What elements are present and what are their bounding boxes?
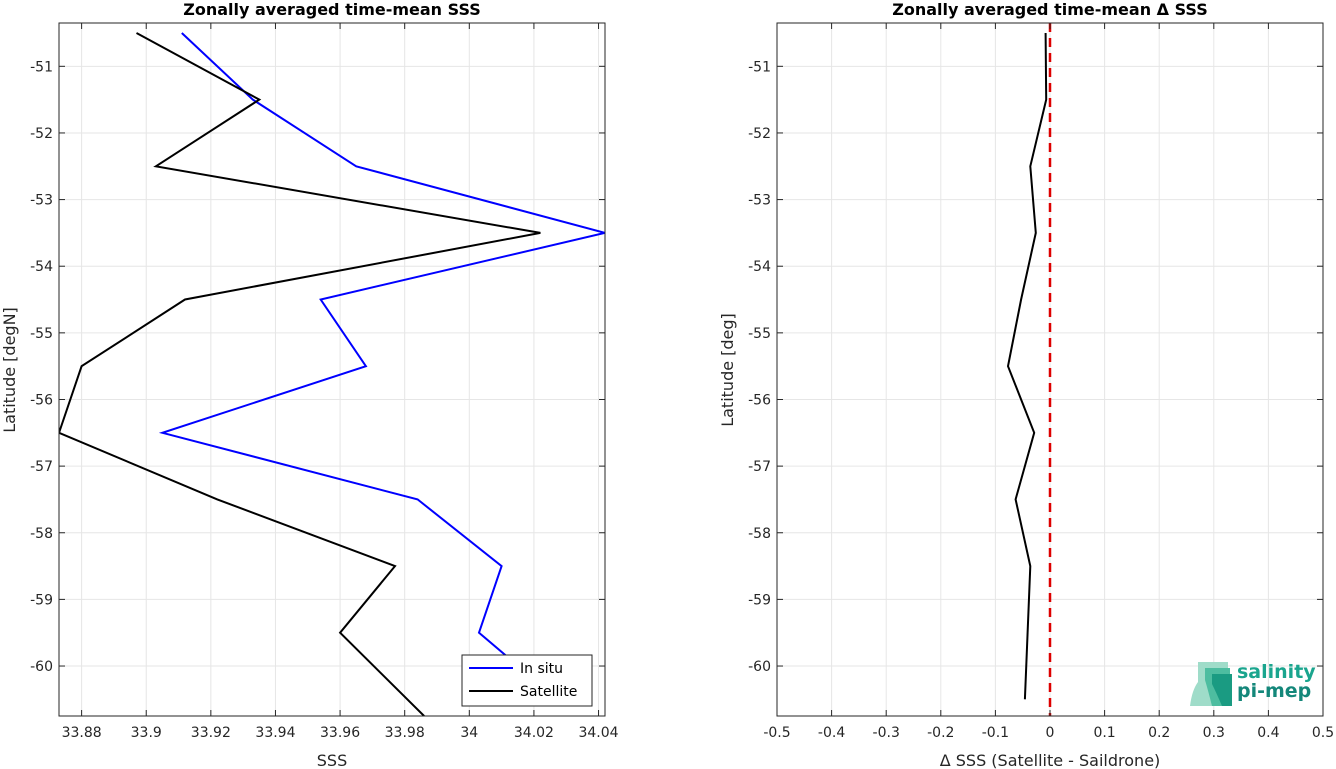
x-tick-label: 33.98 bbox=[385, 725, 425, 741]
left-plot-area bbox=[59, 23, 605, 716]
y-tick-label: -53 bbox=[748, 193, 771, 209]
x-tick-label: 34.04 bbox=[578, 725, 618, 741]
y-tick-label: -57 bbox=[748, 459, 771, 475]
logo-text-line1: salinity bbox=[1237, 661, 1316, 683]
series-clip bbox=[1006, 23, 1052, 716]
x-tick-label: 34 bbox=[460, 725, 478, 741]
left-panel: 33.88 33.9 33.92 33.94 33.96 33.98 34 34.02 34.0… bbox=[0, 0, 619, 769]
series-line-delta-sss bbox=[1006, 32, 1048, 700]
y-tick-label: -56 bbox=[748, 392, 771, 408]
salinity-pi-mep-logo: salinity pi-mep bbox=[1190, 661, 1316, 706]
y-tick-label: -52 bbox=[748, 126, 771, 142]
series-line-in-situ bbox=[158, 32, 605, 681]
y-tick-label: -58 bbox=[748, 526, 771, 542]
y-tick-label: -52 bbox=[30, 126, 53, 142]
y-tick-label: -53 bbox=[30, 193, 53, 209]
x-tick-label: 0.5 bbox=[1312, 725, 1334, 741]
y-tick-label: -60 bbox=[30, 659, 53, 675]
logo-text-line2: pi-mep bbox=[1237, 680, 1311, 702]
y-tick-label: -51 bbox=[748, 59, 771, 75]
y-tick-label: -56 bbox=[30, 392, 53, 408]
y-tick-label: -54 bbox=[748, 259, 771, 275]
left-x-axis-label: SSS bbox=[317, 751, 347, 769]
y-tick-label: -60 bbox=[748, 659, 771, 675]
y-tick-label: -55 bbox=[30, 326, 53, 342]
x-tick-label: -0.4 bbox=[818, 725, 845, 741]
x-tick-label: 33.88 bbox=[62, 725, 102, 741]
x-tick-label: 33.94 bbox=[255, 725, 295, 741]
right-y-axis-label: Latitude [deg] bbox=[718, 313, 737, 427]
legend: In situ Satellite bbox=[461, 654, 593, 707]
series-clip bbox=[59, 32, 605, 716]
legend-label-satellite: Satellite bbox=[520, 684, 577, 700]
x-tick-label: 34.02 bbox=[514, 725, 554, 741]
left-series-group bbox=[59, 32, 605, 716]
y-tick-label: -59 bbox=[30, 592, 53, 608]
x-tick-label: 0.3 bbox=[1203, 725, 1225, 741]
x-tick-label: 0.1 bbox=[1093, 725, 1115, 741]
x-tick-label: -0.5 bbox=[763, 725, 790, 741]
logo-wave-icon bbox=[1190, 662, 1232, 706]
legend-label-in-situ: In situ bbox=[520, 661, 563, 677]
x-tick-label: -0.2 bbox=[927, 725, 954, 741]
left-axes-box bbox=[58, 22, 606, 717]
x-tick-label: -0.1 bbox=[982, 725, 1009, 741]
x-tick-label: -0.3 bbox=[873, 725, 900, 741]
right-x-axis-label: Δ SSS (Satellite - Saildrone) bbox=[940, 751, 1161, 769]
left-y-axis-label: Latitude [degN] bbox=[0, 307, 19, 433]
left-grid bbox=[59, 23, 605, 716]
y-tick-label: -57 bbox=[30, 459, 53, 475]
x-tick-label: 0.2 bbox=[1148, 725, 1170, 741]
x-tick-label: 33.9 bbox=[131, 725, 162, 741]
left-ticks: 33.88 33.9 33.92 33.94 33.96 33.98 34 34.02 34.0… bbox=[30, 23, 619, 741]
right-panel: -0.5 -0.4 -0.3 -0.2 -0.1 0 0.1 0.2 0.3 0.4 0.5 -51 -… bbox=[718, 0, 1334, 769]
y-tick-label: -55 bbox=[748, 326, 771, 342]
series-line-satellite bbox=[59, 32, 541, 716]
y-tick-label: -54 bbox=[30, 259, 53, 275]
right-chart-title: Zonally averaged time-mean Δ SSS bbox=[892, 0, 1208, 19]
x-tick-label: 0 bbox=[1046, 725, 1055, 741]
x-tick-label: 33.96 bbox=[320, 725, 360, 741]
left-chart-title: Zonally averaged time-mean SSS bbox=[183, 0, 481, 19]
y-tick-label: -59 bbox=[748, 592, 771, 608]
right-series-group bbox=[1006, 23, 1052, 716]
x-tick-label: 0.4 bbox=[1257, 725, 1279, 741]
right-ticks: -0.5 -0.4 -0.3 -0.2 -0.1 0 0.1 0.2 0.3 0.4 0.5 -51 -… bbox=[748, 23, 1334, 741]
y-tick-label: -51 bbox=[30, 59, 53, 75]
y-tick-label: -58 bbox=[30, 526, 53, 542]
legend-box bbox=[461, 654, 593, 707]
x-tick-label: 33.92 bbox=[191, 725, 231, 741]
